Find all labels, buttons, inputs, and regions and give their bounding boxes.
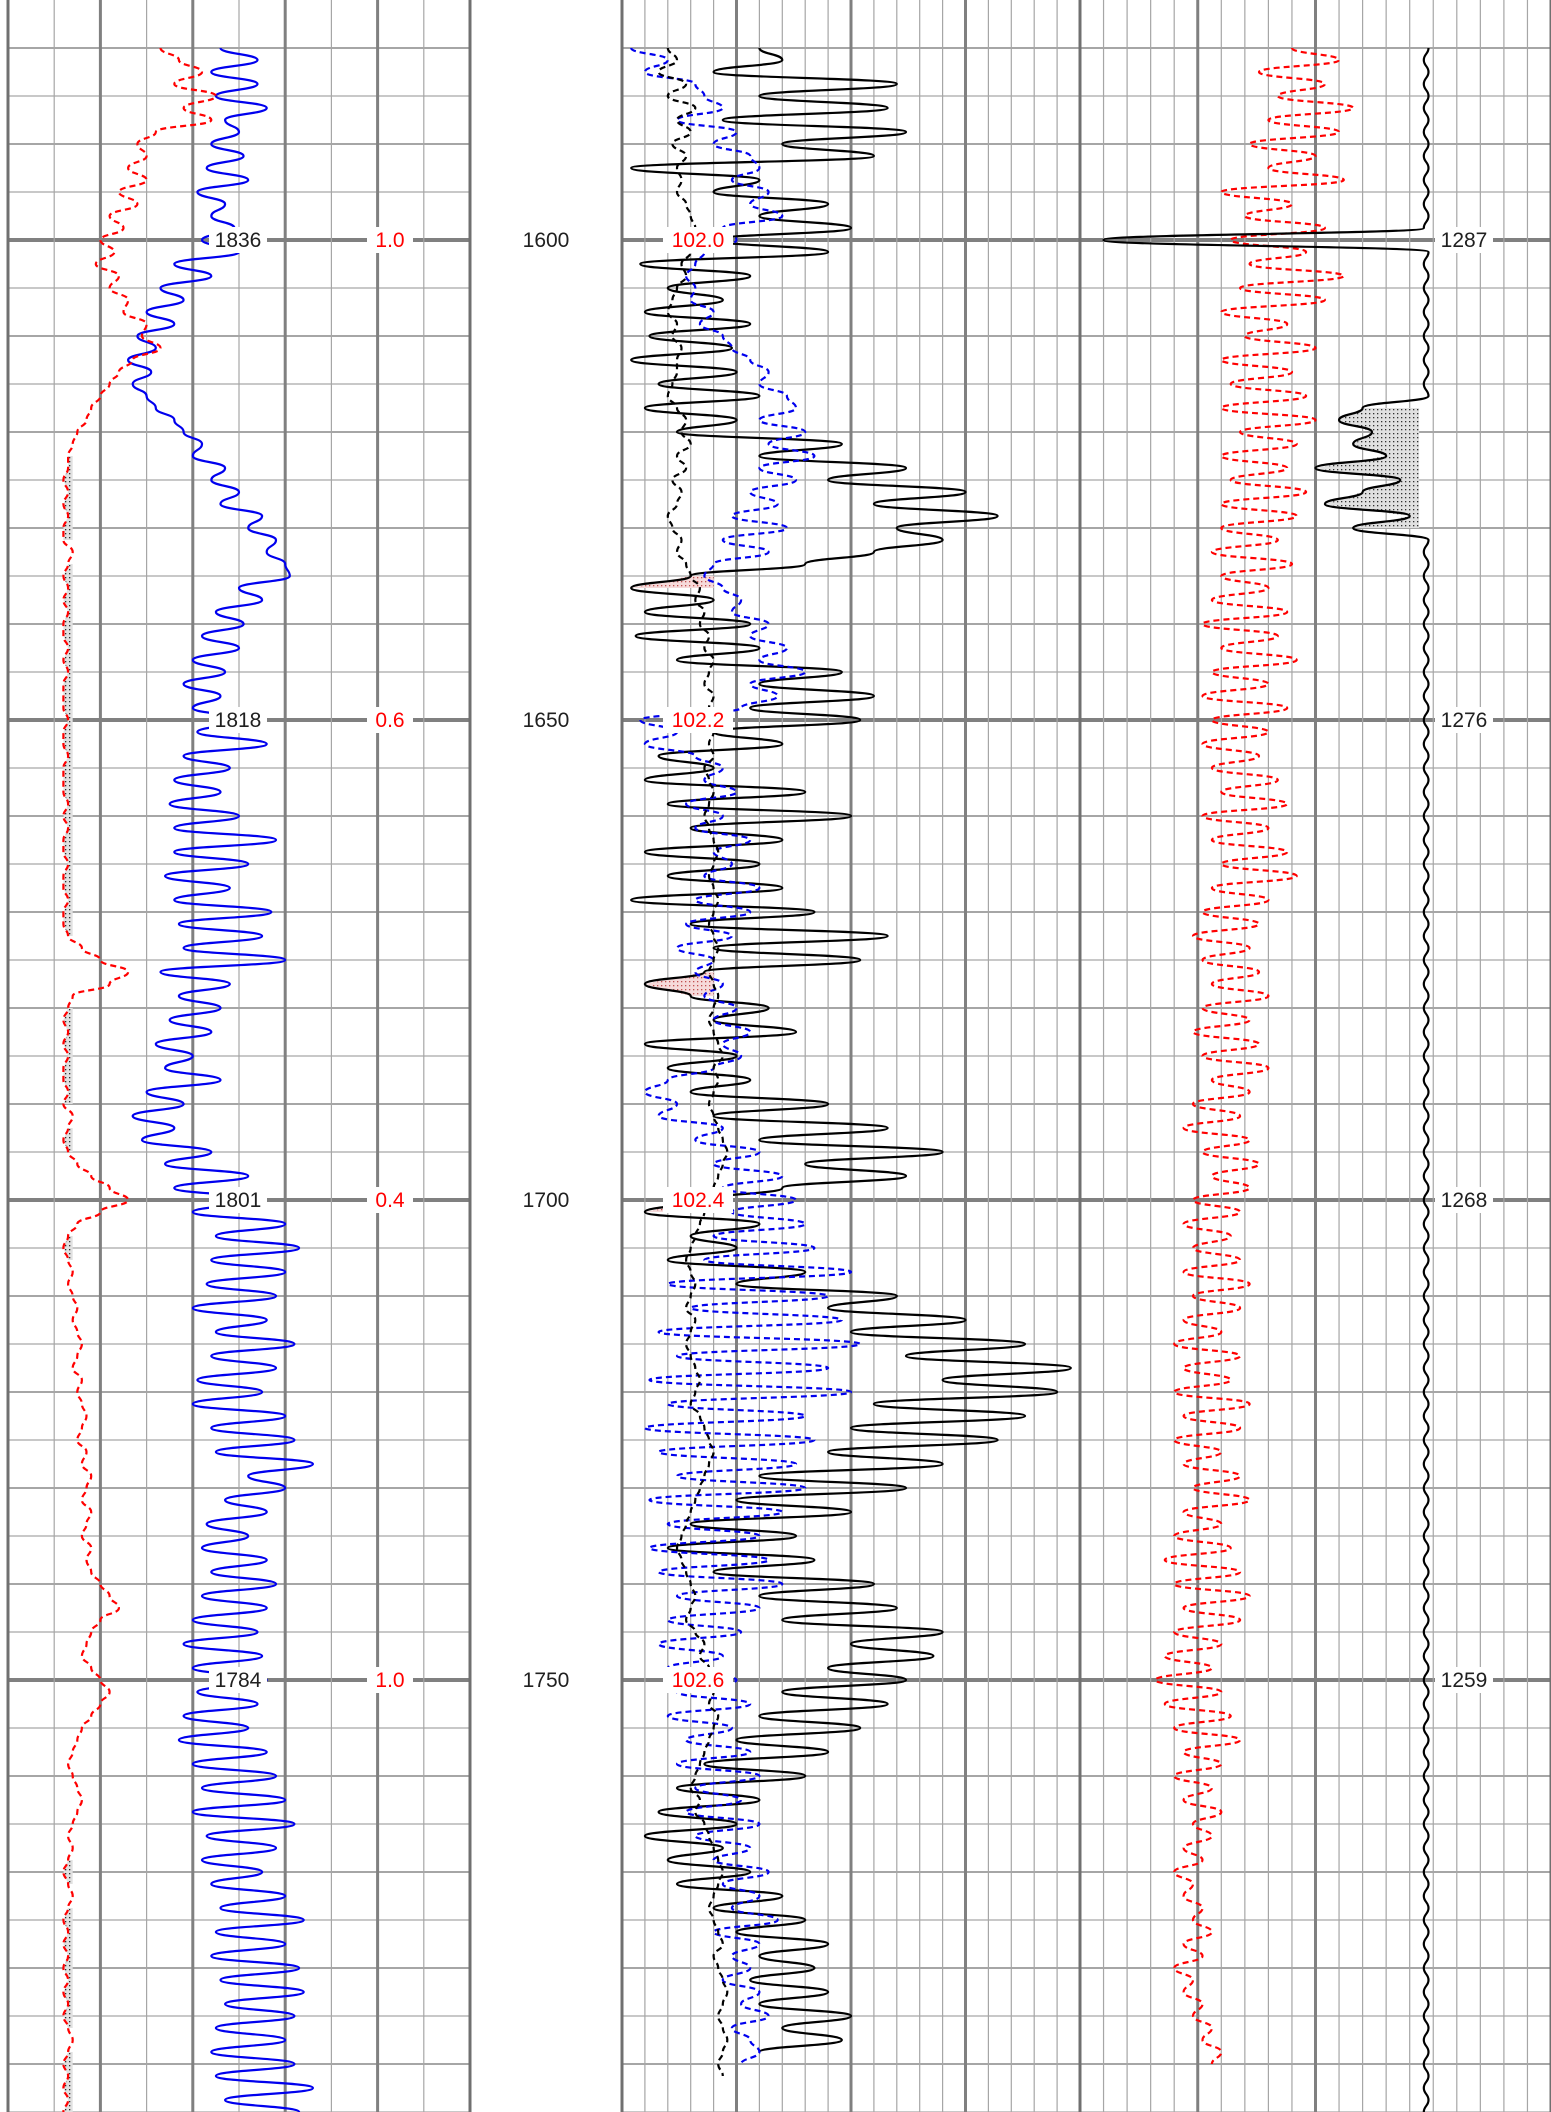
scale-label: 0.6 [375, 709, 404, 732]
track-1-scale-labels: 1836 1.0 1818 0.6 1801 0.4 1784 1.0 [209, 227, 413, 1693]
scale-label-background [367, 227, 413, 253]
track-3-curves [630, 46, 1072, 2077]
track-4: 1287 1276 1268 1259 [1078, 0, 1551, 2112]
scale-label-background [209, 1667, 267, 1693]
scale-label: 1818 [215, 709, 262, 732]
track-1-curve-1 [126, 46, 315, 2112]
scale-label: 1836 [215, 229, 262, 252]
shaded-interval [63, 564, 73, 936]
scale-label: 102.0 [672, 229, 725, 252]
track-3-scale-labels: 102.0 102.2 102.4 102.6 [663, 227, 733, 1693]
track-1-curves [62, 46, 315, 2112]
depth-label: 1600 [523, 229, 570, 252]
track-3-grid [620, 0, 1082, 2112]
track-4-fills [1315, 408, 1420, 528]
track-3-curve-3 [657, 47, 729, 2077]
shaded-interval [63, 1128, 73, 1152]
shaded-interval [63, 1860, 73, 1884]
scale-label: 102.4 [672, 1189, 725, 1212]
shaded-interval [63, 1236, 73, 1260]
scale-label-background [1435, 1187, 1493, 1213]
scale-label-background [663, 227, 733, 253]
scale-label-background [209, 227, 267, 253]
scale-label-background [1435, 707, 1493, 733]
depth-track: 1600 1650 1700 1750 [523, 229, 570, 1692]
track-4-scale-labels: 1287 1276 1268 1259 [1435, 227, 1493, 1693]
shaded-interval [63, 1908, 73, 2028]
shaded-interval [1315, 408, 1420, 528]
shaded-interval [63, 2052, 73, 2112]
scale-label: 1784 [215, 1669, 262, 1692]
scale-label: 1.0 [375, 1669, 404, 1692]
scale-label-background [209, 707, 267, 733]
scale-label-background [1435, 227, 1493, 253]
scale-label-background [663, 707, 733, 733]
scale-label: 102.2 [672, 709, 725, 732]
track-1: 1836 1.0 1818 0.6 1801 0.4 1784 1.0 [6, 0, 472, 2112]
scale-label: 102.6 [672, 1669, 725, 1692]
scale-label: 1287 [1441, 229, 1488, 252]
depth-label: 1650 [523, 709, 570, 732]
scale-label: 1.0 [375, 229, 404, 252]
track-4-grid [1078, 0, 1551, 2112]
shaded-interval [63, 1008, 73, 1104]
scale-label-background [663, 1187, 733, 1213]
track-4-curve-2 [1102, 47, 1430, 2112]
shaded-interval [644, 972, 714, 996]
shaded-interval [63, 456, 73, 540]
scale-label-background [367, 707, 413, 733]
scale-label-background [367, 1187, 413, 1213]
depth-labels: 1600 1650 1700 1750 [523, 229, 570, 1692]
track-1-fills [63, 456, 73, 2112]
scale-label: 0.4 [375, 1189, 405, 1212]
scale-label: 1276 [1441, 709, 1488, 732]
scale-label: 1801 [215, 1189, 262, 1212]
depth-label: 1750 [523, 1669, 570, 1692]
scale-label: 1268 [1441, 1189, 1488, 1212]
scale-label-background [367, 1667, 413, 1693]
depth-label: 1700 [523, 1189, 570, 1212]
scale-label: 1259 [1441, 1669, 1488, 1692]
scale-label-background [663, 1667, 733, 1693]
scale-label-background [1435, 1667, 1493, 1693]
track-1-curve-2 [62, 47, 218, 2112]
scale-label-background [209, 1187, 267, 1213]
track-3-curve-2 [630, 46, 862, 2065]
track-3: 102.0 102.2 102.4 102.6 [620, 0, 1082, 2112]
track-4-curves [1102, 46, 1430, 2112]
